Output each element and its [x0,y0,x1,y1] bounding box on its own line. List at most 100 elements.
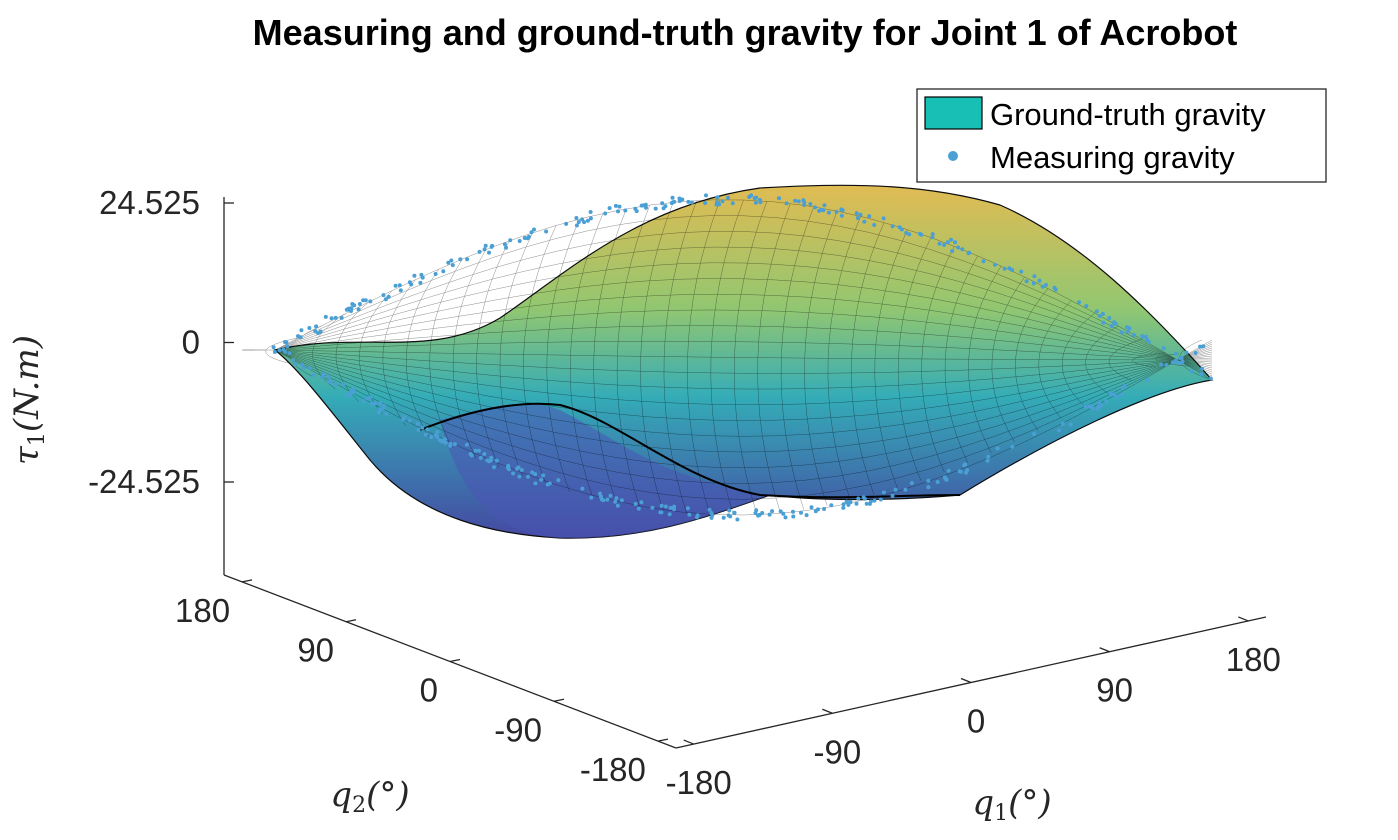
scatter-point [605,497,610,502]
scatter-point [416,427,421,432]
scatter-point [1060,421,1065,426]
mesh-line [1155,353,1189,367]
scatter-point [783,515,788,520]
mesh-line [663,200,697,514]
scatter-point [473,448,478,453]
scatter-point [398,288,403,293]
scatter-point [937,241,942,246]
scatter-point [878,497,883,502]
scatter-point [1007,266,1012,271]
scatter-point [841,505,846,510]
scatter-point [687,512,692,517]
scatter-point [930,235,935,240]
scatter-point [363,298,368,303]
scatter-point [614,496,619,501]
mesh-line [274,199,1213,381]
y-tick-mark [241,579,253,583]
mesh-line [523,225,557,485]
scatter-point [986,454,991,459]
z-axis-label: τ1(N.m) [7,335,50,465]
mesh-line [274,262,1213,373]
scatter-point [633,206,638,211]
y-tick-label: -90 [494,711,542,748]
scatter-point [834,209,839,214]
scatter-point [1208,376,1213,381]
scatter-point [365,396,370,401]
mesh-line [640,202,674,512]
scatter-point [1101,320,1106,325]
scatter-point [465,257,470,262]
mesh-line [274,349,1213,361]
scatter-point [890,224,895,229]
scatter-point [1109,392,1113,396]
scatter-point [329,316,334,321]
x-axis-label: q1(°) [972,783,1051,826]
scatter-point [1032,432,1036,436]
scatter-point [545,482,550,487]
scatter-point [619,498,624,503]
scatter-point [658,510,663,515]
scatter-point [686,199,691,204]
scatter-point [369,401,374,406]
mesh-line [1015,288,1049,431]
y-tick-mark [345,619,357,623]
z-tick-label: -24.525 [88,463,200,500]
scatter-point [420,275,425,280]
mesh-line [265,337,299,364]
scatter-point [613,203,618,208]
z-tick-label: 24.525 [99,184,200,221]
scatter-point [960,247,965,252]
scatter-point [1178,361,1183,366]
scatter-point [1122,384,1127,388]
scatter-point [753,511,758,516]
scatter-point [393,283,398,288]
scatter-point [361,399,366,404]
scatter-point [613,499,618,504]
scatter-point [386,294,391,299]
scatter-point [855,216,860,220]
scatter-point [1077,300,1081,305]
mesh-line [546,218,580,492]
scatter-point [356,307,361,312]
scatter-point [791,514,796,519]
scatter-point [321,372,326,376]
mesh-line [312,313,346,390]
scatter-point [757,198,762,202]
scatter-point [633,501,638,506]
scatter-point [517,239,522,243]
scatter-point [1174,351,1179,356]
scatter-point [1131,333,1136,337]
scatter-point [541,473,546,478]
scatter-point [341,382,346,387]
x-tick-label: -90 [813,733,861,770]
scatter-point [809,505,814,510]
scatter-point [530,470,535,475]
scatter-point [433,272,438,276]
scatter-point [272,350,277,354]
scatter-point [397,283,402,288]
scatter-point [294,362,299,366]
scatter-point [778,509,783,514]
scatter-point [707,507,712,512]
scatter-point [589,495,594,500]
scatter-point [603,211,608,216]
scatter-point [564,221,569,226]
scatter-point [784,201,789,206]
scatter-point [777,196,781,201]
legend-scatter-marker [948,151,958,161]
scatter-point [695,515,699,520]
x-tick-label: 180 [1226,641,1281,678]
scatter-point [311,373,316,378]
mesh-line [274,325,1213,365]
scatter-point [429,435,434,439]
scatter-point [799,510,803,515]
svg-text:τ1(N.m): τ1(N.m) [7,335,50,465]
y-tick-mark [449,658,461,663]
measuring-scatter [271,193,1213,522]
scatter-point [333,315,338,320]
scatter-point [299,328,304,333]
legend-surface-label: Ground-truth gravity [990,97,1266,132]
scatter-point [1193,351,1198,355]
mesh-line [804,210,838,506]
scatter-point [1032,274,1037,279]
